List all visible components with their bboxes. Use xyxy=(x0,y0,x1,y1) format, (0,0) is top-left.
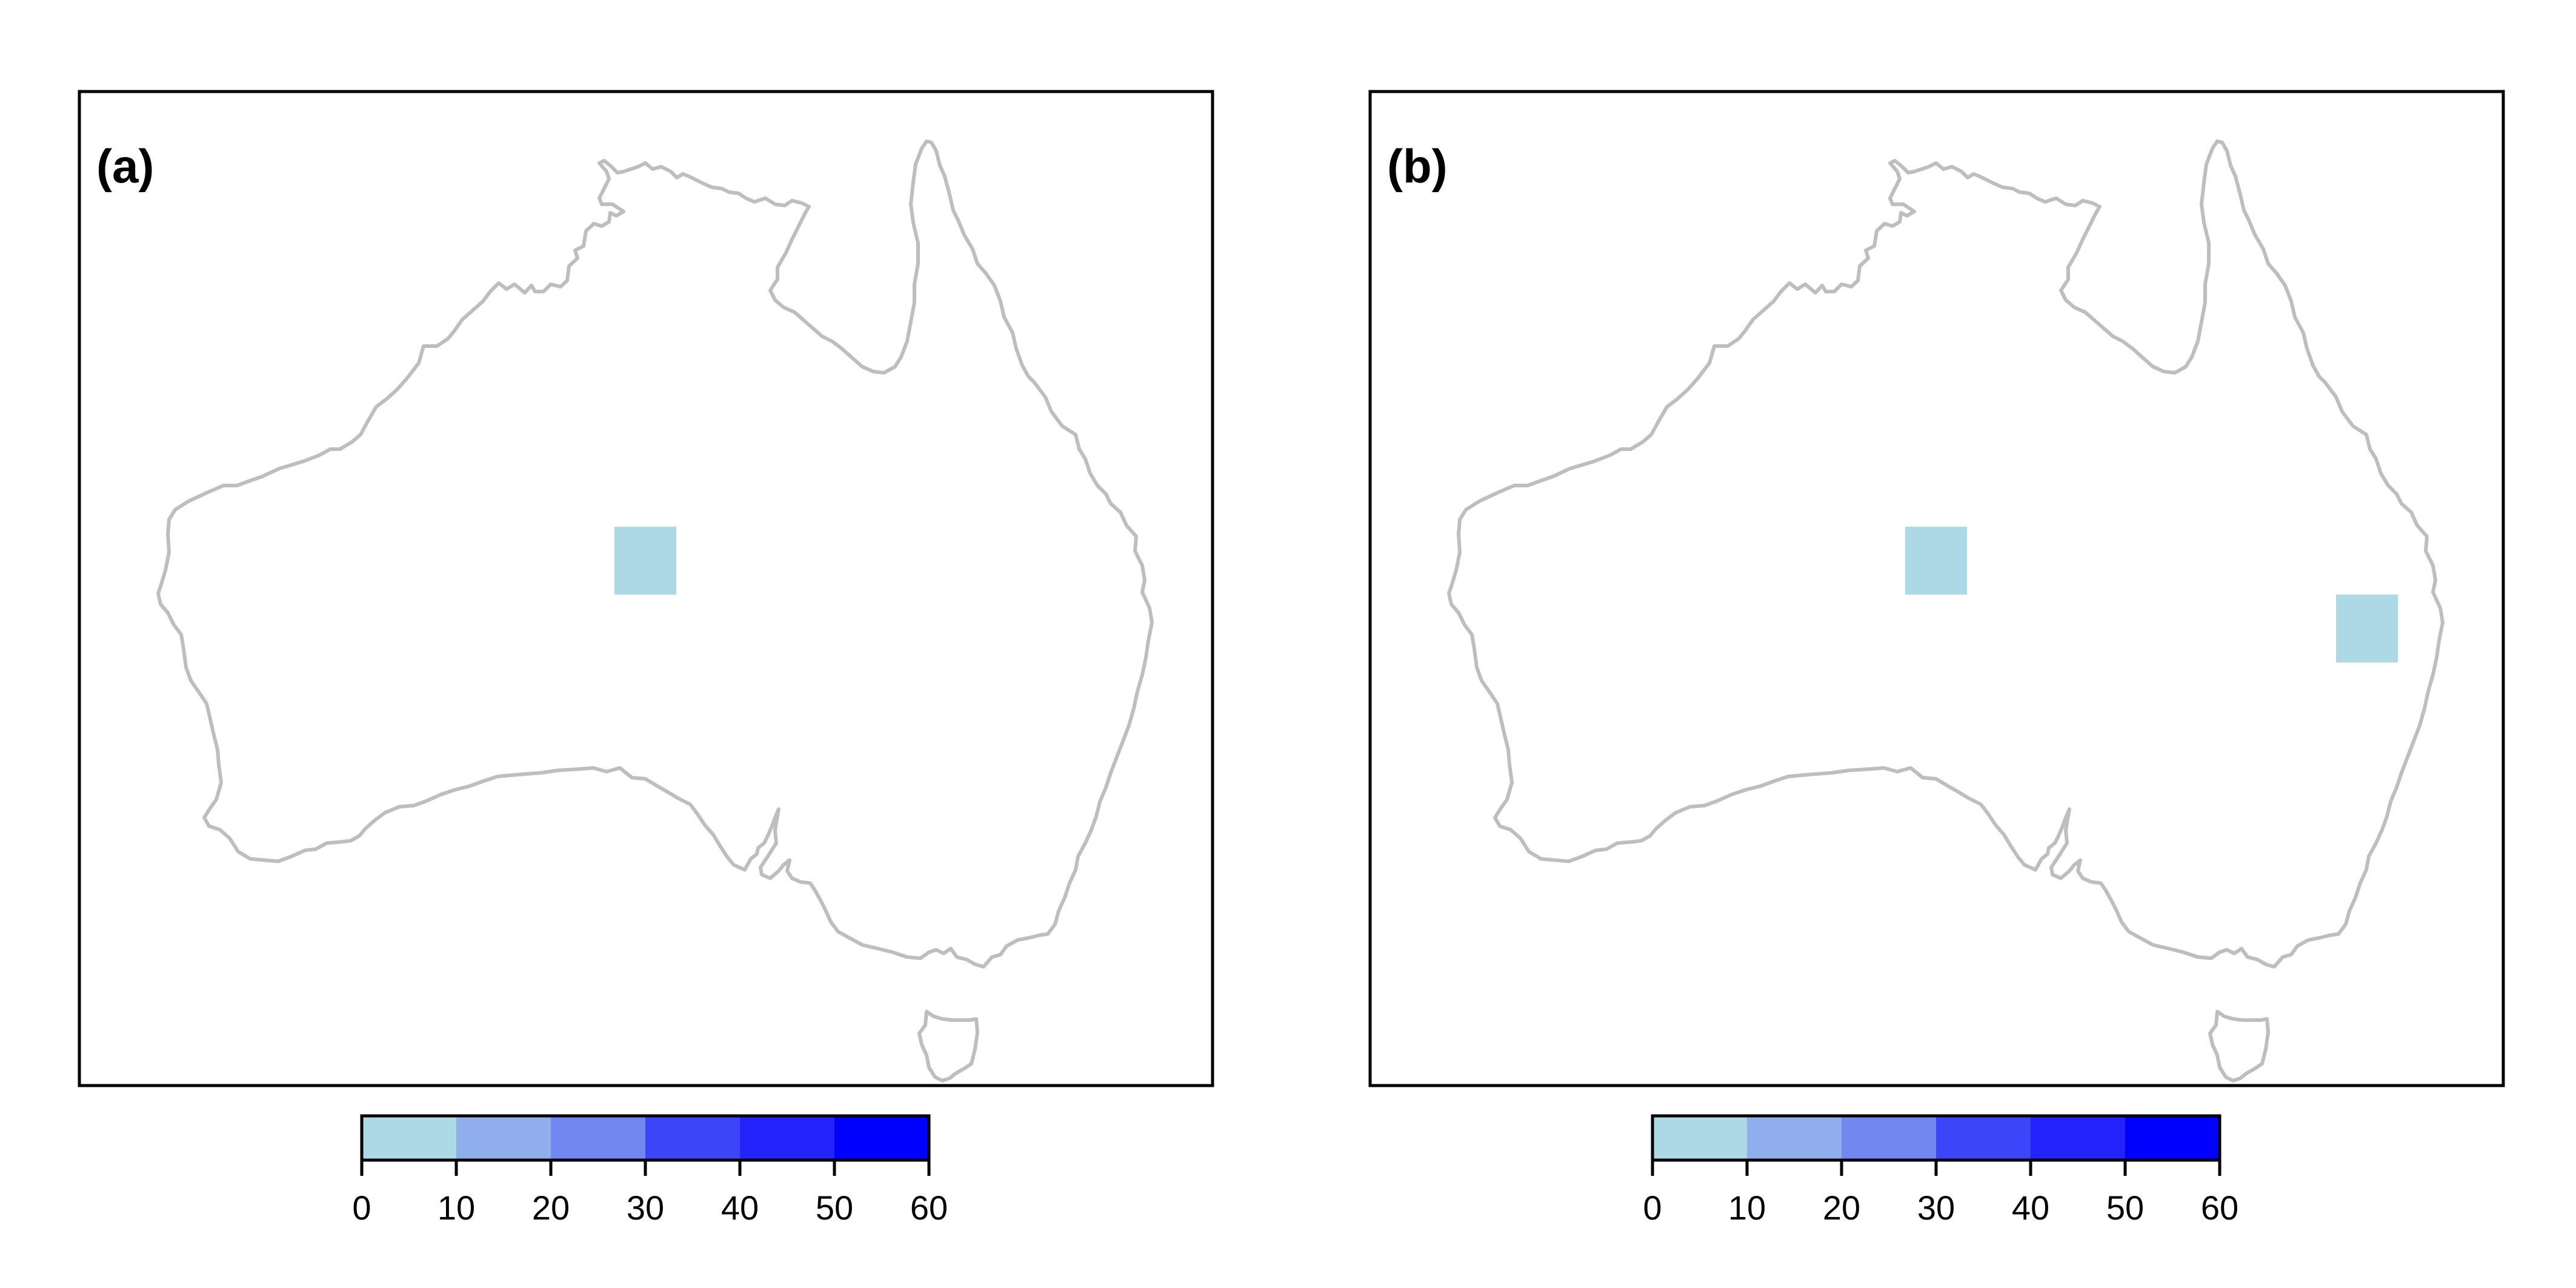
colorbar-tick-label: 60 xyxy=(910,1189,948,1227)
grid-cell-central-a xyxy=(614,527,676,595)
colorbar-tick-label: 10 xyxy=(438,1189,475,1227)
colorbar-bin-40-50 xyxy=(740,1116,834,1160)
colorbar-ticks-b: 0 10 20 30 40 50 60 xyxy=(1643,1160,2238,1227)
colorbar-tick-label: 20 xyxy=(1823,1189,1860,1227)
grid-cell-central-b xyxy=(1905,527,1967,595)
colorbar-bin-20-30 xyxy=(1842,1116,1936,1160)
colorbar-bin-10-20 xyxy=(456,1116,551,1160)
colorbar-bin-30-40 xyxy=(645,1116,740,1160)
colorbar-bin-30-40 xyxy=(1936,1116,2031,1160)
colorbar-bin-0-10 xyxy=(362,1116,456,1160)
colorbar-tick-label: 20 xyxy=(532,1189,570,1227)
colorbar-b: 0 10 20 30 40 50 60 xyxy=(1643,1114,2238,1227)
colorbar-bin-20-30 xyxy=(551,1116,645,1160)
colorbar-tick-label: 40 xyxy=(721,1189,759,1227)
colorbar-tick-label: 40 xyxy=(2012,1189,2049,1227)
colorbar-tick-label: 30 xyxy=(627,1189,664,1227)
panel-label-a: (a) xyxy=(96,139,154,193)
colorbar-ticks-a: 0 10 20 30 40 50 60 xyxy=(352,1160,948,1227)
colorbar-a: 0 10 20 30 40 50 60 xyxy=(352,1114,948,1227)
colorbar-bin-50-60 xyxy=(834,1116,929,1160)
colorbar-tick-label: 30 xyxy=(1917,1189,1955,1227)
colorbar-tick-label: 50 xyxy=(2106,1189,2144,1227)
panel-b: (b) xyxy=(1368,90,2505,1087)
colorbar-tick-label: 60 xyxy=(2201,1189,2238,1227)
panel-label-b: (b) xyxy=(1387,139,1448,193)
colorbar-bin-0-10 xyxy=(1652,1116,1747,1160)
colorbar-bin-10-20 xyxy=(1747,1116,1842,1160)
grid-cell-east-coast-b xyxy=(2336,595,2398,662)
colorbar-bin-40-50 xyxy=(2031,1116,2125,1160)
colorbar-bins-a xyxy=(362,1116,929,1160)
colorbar-tick-label: 50 xyxy=(816,1189,853,1227)
colorbar-tick-label: 10 xyxy=(1728,1189,1766,1227)
colorbar-bin-50-60 xyxy=(2125,1116,2220,1160)
colorbar-bins-b xyxy=(1652,1116,2220,1160)
colorbar-tick-label: 0 xyxy=(352,1189,371,1227)
colorbar-tick-label: 0 xyxy=(1643,1189,1662,1227)
panel-a: (a) xyxy=(78,90,1214,1087)
